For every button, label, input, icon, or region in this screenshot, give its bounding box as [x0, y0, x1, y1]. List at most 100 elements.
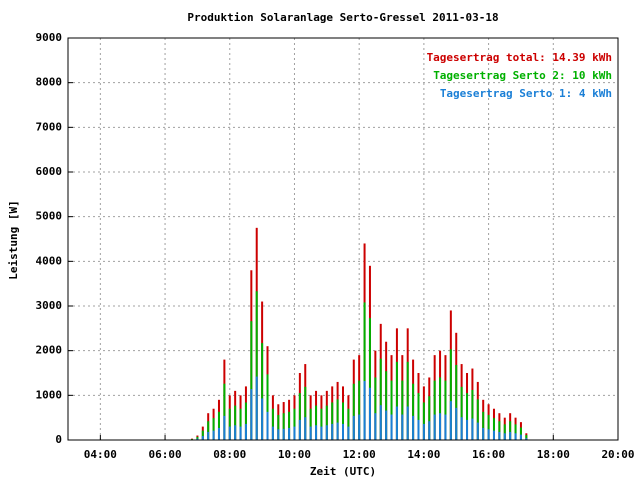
- bar: [239, 408, 242, 440]
- bar: [390, 380, 393, 440]
- bar: [207, 421, 210, 440]
- bar: [460, 417, 463, 440]
- legend-entry: Tagesertrag Serto 2: 10 kWh: [433, 69, 612, 82]
- bar: [476, 399, 479, 440]
- bar: [374, 413, 377, 440]
- bar: [228, 408, 231, 440]
- bar: [509, 421, 512, 440]
- bar: [325, 425, 328, 440]
- bar: [503, 424, 506, 440]
- bar: [266, 374, 269, 440]
- bar: [207, 431, 210, 440]
- bar: [315, 405, 318, 440]
- bar: [320, 426, 323, 440]
- bar: [492, 418, 495, 440]
- bar: [342, 402, 344, 440]
- bar: [304, 417, 307, 440]
- bar: [476, 422, 479, 440]
- y-tick-label: 9000: [36, 31, 63, 44]
- bar: [325, 405, 328, 440]
- bar: [368, 318, 371, 440]
- bar: [320, 408, 323, 440]
- bar: [422, 423, 425, 440]
- bar: [487, 429, 490, 440]
- bar: [395, 406, 398, 440]
- bar: [223, 383, 226, 440]
- y-tick-label: 6000: [36, 165, 63, 178]
- bar: [342, 423, 344, 440]
- bar: [315, 425, 318, 440]
- bar: [244, 402, 247, 440]
- bar: [196, 436, 199, 440]
- y-tick-label: 2000: [36, 344, 63, 357]
- bar: [498, 421, 501, 440]
- bar: [439, 377, 442, 440]
- bar: [347, 426, 350, 440]
- bar: [509, 431, 512, 440]
- bar: [239, 426, 242, 440]
- bar: [471, 418, 474, 440]
- bar: [261, 398, 264, 440]
- chart-title: Produktion Solaranlage Serto-Gressel 201…: [187, 11, 498, 24]
- bar: [234, 405, 237, 440]
- x-tick-label: 14:00: [407, 448, 440, 461]
- y-tick-label: 7000: [36, 120, 63, 133]
- bar: [492, 430, 495, 440]
- x-axis-label: Zeit (UTC): [310, 465, 376, 478]
- bar: [271, 426, 274, 440]
- bar: [309, 408, 312, 440]
- bar: [352, 415, 355, 440]
- bar: [449, 349, 452, 440]
- bar: [455, 364, 458, 440]
- bar: [250, 389, 253, 440]
- bar: [412, 415, 415, 440]
- bar: [201, 430, 204, 440]
- bar: [277, 414, 280, 440]
- bar: [261, 343, 264, 440]
- x-tick-label: 06:00: [148, 448, 181, 461]
- bar: [444, 414, 447, 440]
- bar: [201, 435, 204, 440]
- bar: [519, 427, 522, 440]
- bar: [428, 421, 431, 440]
- bar: [277, 429, 280, 440]
- bar: [444, 380, 447, 440]
- y-axis-label: Leistung [W]: [7, 200, 20, 279]
- bar: [228, 426, 231, 440]
- bar: [217, 411, 220, 440]
- x-tick-label: 08:00: [213, 448, 246, 461]
- x-tick-label: 18:00: [537, 448, 570, 461]
- bar: [282, 428, 285, 440]
- bar: [304, 386, 307, 440]
- y-tick-label: 1000: [36, 388, 63, 401]
- bar: [363, 302, 366, 440]
- bar: [406, 361, 409, 440]
- bar: [525, 438, 528, 440]
- bar: [374, 377, 377, 440]
- y-tick-label: 3000: [36, 299, 63, 312]
- bar: [428, 396, 431, 440]
- bar: [298, 419, 301, 440]
- bar: [422, 402, 425, 440]
- x-tick-label: 20:00: [601, 448, 634, 461]
- bar: [212, 418, 215, 440]
- bar: [390, 414, 393, 440]
- bar: [379, 405, 382, 440]
- bar: [331, 423, 334, 440]
- bar: [368, 387, 371, 440]
- bar: [460, 386, 463, 440]
- bar: [255, 291, 258, 440]
- bar: [433, 380, 436, 440]
- bar: [406, 406, 409, 440]
- bar: [336, 399, 339, 440]
- plot-frame: [67, 37, 619, 441]
- bar: [298, 393, 301, 440]
- bar: [395, 361, 398, 440]
- y-tick-label: 8000: [36, 76, 63, 89]
- bar: [519, 434, 522, 440]
- bar: [363, 381, 366, 440]
- y-tick-label: 4000: [36, 254, 63, 267]
- y-tick-label: 0: [55, 433, 62, 446]
- bar: [282, 413, 285, 440]
